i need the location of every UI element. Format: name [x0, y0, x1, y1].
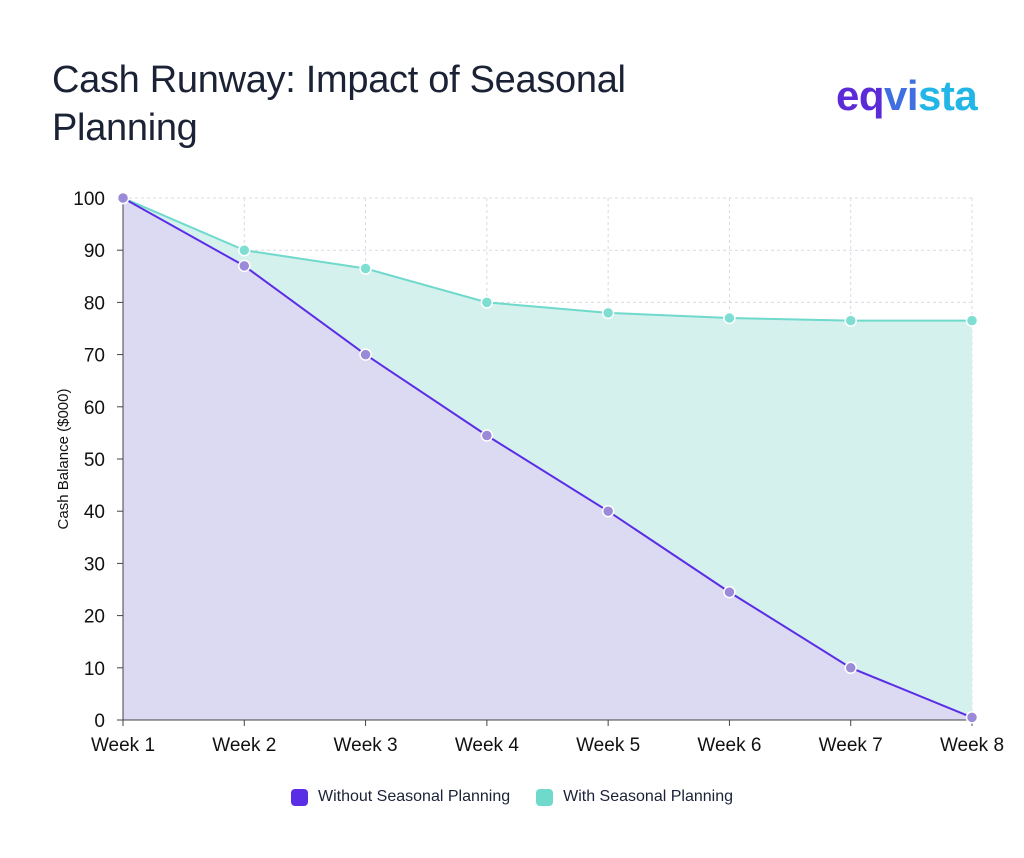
- x-tick-label: Week 4: [455, 735, 520, 756]
- point-without-seasonal-planning: [601, 504, 615, 518]
- y-tick-label: 40: [84, 502, 105, 523]
- eqvista-logo: eqvista: [836, 72, 978, 119]
- y-tick-label: 70: [84, 346, 105, 367]
- point-without-seasonal-planning: [965, 711, 979, 724]
- y-tick-label: 50: [84, 450, 105, 471]
- x-tick-label: Week 5: [576, 735, 640, 756]
- legend-item-without[interactable]: Without Seasonal Planning: [290, 788, 511, 806]
- legend-swatch-without: [290, 788, 308, 806]
- point-with-seasonal-planning: [359, 262, 372, 275]
- point-without-seasonal-planning: [359, 348, 372, 361]
- legend-item-with[interactable]: With Seasonal Planning: [536, 788, 733, 806]
- area-fills: [123, 198, 972, 720]
- legend-label-with: With Seasonal Planning: [563, 788, 733, 805]
- tick-labels: 0 10 20 30 40 50 60 70 80 90 100 Week 1 Week 2 Week 3…: [73, 189, 1004, 756]
- legend-swatch-with: [536, 788, 554, 806]
- point-without-seasonal-planning: [844, 661, 857, 675]
- x-tick-label: Week 1: [91, 735, 155, 756]
- point-with-seasonal-planning: [238, 243, 251, 257]
- data-markers: [116, 191, 979, 724]
- y-axis-title: Cash Balance ($000): [55, 389, 72, 530]
- point-without-seasonal-planning: [723, 585, 736, 599]
- point-with-seasonal-planning: [601, 306, 615, 320]
- point-without-seasonal-planning: [116, 191, 130, 205]
- y-tick-label: 90: [84, 241, 105, 262]
- y-tick-label: 30: [84, 554, 105, 575]
- y-tick-label: 20: [84, 607, 105, 628]
- y-tick-label: 10: [84, 659, 105, 680]
- chart-title: Cash Runway: Impact of Seasonal Planning: [52, 59, 626, 149]
- x-tick-label: Week 2: [212, 735, 276, 756]
- point-with-seasonal-planning: [844, 314, 857, 327]
- x-tick-label: Week 3: [334, 735, 398, 756]
- legend: Without Seasonal Planning With Seasonal …: [0, 784, 1024, 810]
- line-with-seasonal-planning: [122, 197, 972, 322]
- x-tick-label: Week 8: [940, 735, 1004, 756]
- y-tick-label: 100: [73, 189, 105, 210]
- x-tick-label: Week 6: [697, 735, 761, 756]
- area-without-seasonal-planning: [123, 198, 972, 720]
- y-tick-label: 60: [84, 398, 105, 419]
- point-with-seasonal-planning: [480, 296, 494, 309]
- series-lines: [122, 197, 973, 719]
- legend-label-without: Without Seasonal Planning: [317, 788, 511, 805]
- line-without-seasonal-planning: [122, 197, 973, 719]
- y-tick-label: 80: [84, 293, 105, 314]
- point-with-seasonal-planning: [723, 311, 736, 325]
- y-tick-label: 0: [94, 711, 105, 732]
- point-with-seasonal-planning: [965, 314, 979, 327]
- x-tick-label: Week 7: [819, 735, 883, 756]
- point-without-seasonal-planning: [480, 429, 494, 442]
- axes: [117, 197, 973, 726]
- point-without-seasonal-planning: [238, 259, 251, 273]
